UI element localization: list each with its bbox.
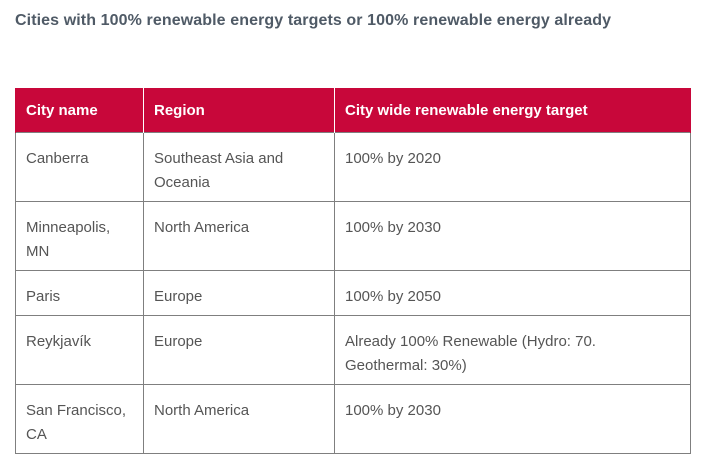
header-city-name: City name [15,88,144,133]
page-title: Cities with 100% renewable energy target… [15,12,612,29]
cell-target: Already 100% Renewable (Hydro: 70. Geoth… [334,315,691,385]
table-header-row: City name Region City wide renewable ene… [15,88,691,133]
table-row: Paris Europe 100% by 2050 [15,270,691,316]
cell-city: Canberra [15,132,144,202]
header-target: City wide renewable energy target [334,88,691,133]
cell-city: Reykjavík [15,315,144,385]
cell-city: San Francisco, CA [15,384,144,454]
table-row: San Francisco, CA North America 100% by … [15,384,691,454]
cell-target: 100% by 2030 [334,384,691,454]
table-row: Reykjavík Europe Already 100% Renewable … [15,315,691,385]
cell-region: Europe [143,315,335,385]
cell-city: Paris [15,270,144,316]
cell-city: Minneapolis, MN [15,201,144,271]
table-row: Minneapolis, MN North America 100% by 20… [15,201,691,271]
header-region: Region [143,88,335,133]
cell-region: North America [143,384,335,454]
cell-target: 100% by 2050 [334,270,691,316]
renewable-targets-table: City name Region City wide renewable ene… [15,88,691,454]
cell-target: 100% by 2030 [334,201,691,271]
cell-target: 100% by 2020 [334,132,691,202]
cell-region: Southeast Asia and Oceania [143,132,335,202]
table-row: Canberra Southeast Asia and Oceania 100%… [15,132,691,202]
cell-region: North America [143,201,335,271]
cell-region: Europe [143,270,335,316]
